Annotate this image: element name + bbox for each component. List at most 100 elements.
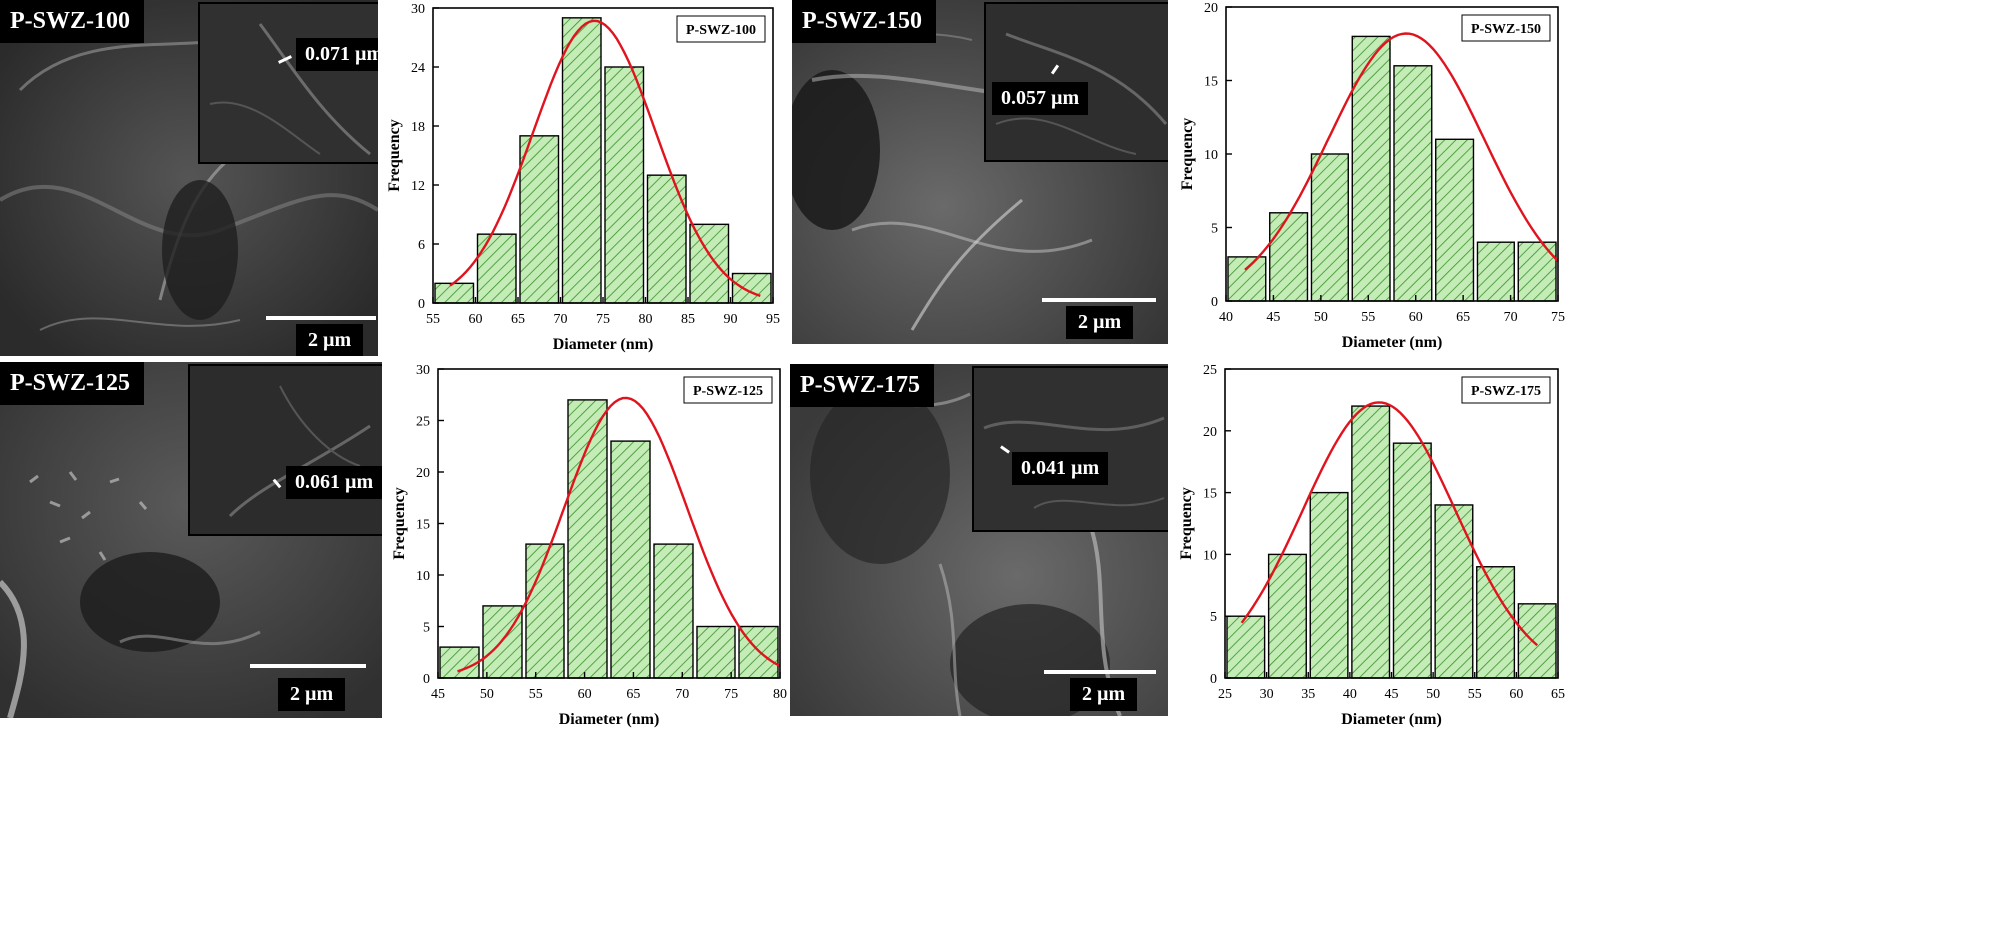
y-tick-label: 15 [1204, 75, 1218, 90]
y-axis-label: Frequency [1179, 118, 1196, 191]
x-tick-label: 55 [1468, 687, 1482, 702]
x-tick-label: 55 [529, 687, 543, 702]
scale-bar [250, 664, 366, 668]
x-tick-label: 45 [1266, 310, 1280, 325]
sem-image-p-swz-150: P-SWZ-150 0.057 µm 2 µm [792, 0, 1168, 344]
x-tick-label: 55 [1361, 310, 1375, 325]
x-tick-label: 60 [1509, 687, 1523, 702]
legend-box [1461, 376, 1551, 404]
y-tick-label: 5 [1211, 222, 1218, 237]
x-tick-label: 65 [511, 312, 525, 327]
sem-image-p-swz-100: P-SWZ-100 0.071 µm 2 µm [0, 0, 378, 356]
y-tick-label: 15 [416, 518, 430, 533]
y-tick-label: 12 [411, 179, 425, 194]
x-tick-label: 60 [469, 312, 483, 327]
zoom-inset [188, 364, 382, 536]
x-tick-label: 60 [578, 687, 592, 702]
chart-title: P-SWZ-125 [693, 384, 763, 399]
fiber-diameter-label: 0.041 µm [1012, 452, 1109, 485]
x-tick-label: 45 [431, 687, 445, 702]
x-tick-label: 35 [1301, 687, 1315, 702]
x-tick-label: 40 [1343, 687, 1357, 702]
scale-bar-label: 2 µm [1070, 678, 1138, 711]
legend-box [676, 15, 766, 43]
chart-title: P-SWZ-100 [686, 23, 756, 38]
x-tick-label: 25 [1218, 687, 1232, 702]
y-tick-label: 18 [411, 120, 425, 135]
sample-label: P-SWZ-100 [0, 0, 144, 43]
gaussian-fit-curve [457, 396, 781, 673]
y-tick-label: 0 [418, 297, 425, 312]
x-tick-label: 95 [766, 312, 780, 327]
histogram-bar [1476, 566, 1516, 679]
gaussian-fit-curve [449, 19, 761, 297]
legend-box [683, 376, 773, 404]
scale-bar-label: 2 µm [1066, 306, 1134, 339]
histogram-bar [1269, 212, 1309, 302]
x-tick-label: 60 [1409, 310, 1423, 325]
x-axis-label: Diameter (nm) [1341, 711, 1442, 728]
legend-box [1461, 14, 1551, 42]
y-tick-label: 20 [416, 466, 430, 481]
sample-label: P-SWZ-175 [790, 364, 934, 407]
x-tick-label: 75 [1551, 310, 1565, 325]
y-tick-label: 25 [1203, 363, 1217, 378]
y-tick-label: 10 [1204, 148, 1218, 163]
y-tick-label: 0 [1211, 295, 1218, 310]
y-tick-label: 24 [411, 61, 425, 76]
scale-bar [1044, 670, 1156, 674]
y-tick-label: 6 [418, 238, 425, 253]
y-tick-label: 0 [1210, 672, 1217, 687]
x-tick-label: 65 [1456, 310, 1470, 325]
histogram-bar [1351, 405, 1391, 679]
scale-bar-label: 2 µm [278, 678, 346, 711]
x-tick-label: 80 [639, 312, 653, 327]
x-axis-label: Diameter (nm) [1342, 334, 1443, 351]
sample-label: P-SWZ-150 [792, 0, 936, 43]
y-tick-label: 15 [1203, 487, 1217, 502]
x-tick-label: 65 [1551, 687, 1565, 702]
histogram-bar [653, 543, 694, 679]
y-tick-label: 30 [416, 363, 430, 378]
y-tick-label: 10 [416, 569, 430, 584]
y-tick-label: 5 [423, 621, 430, 636]
fiber-diameter-label: 0.061 µm [286, 466, 382, 499]
fiber-diameter-label: 0.071 µm [296, 38, 378, 71]
histogram-bar [525, 543, 565, 679]
x-tick-label: 50 [1314, 310, 1328, 325]
x-tick-label: 45 [1385, 687, 1399, 702]
y-tick-label: 25 [416, 415, 430, 430]
x-axis-label: Diameter (nm) [559, 711, 660, 728]
y-axis-label: Frequency [391, 487, 408, 560]
scale-bar [266, 316, 376, 320]
sem-image-p-swz-175: P-SWZ-175 0.041 µm 2 µm [790, 364, 1168, 716]
x-tick-label: 75 [724, 687, 738, 702]
y-axis-label: Frequency [1178, 487, 1195, 560]
histogram-bar [1310, 153, 1349, 302]
histogram-bar [1435, 138, 1475, 302]
x-tick-label: 70 [675, 687, 689, 702]
histogram-bar [1309, 491, 1349, 679]
gaussian-fit-curve [1244, 32, 1559, 271]
x-tick-label: 70 [1504, 310, 1518, 325]
sem-image-p-swz-125: P-SWZ-125 0.061 µm 2 µm [0, 362, 382, 718]
x-axis-label: Diameter (nm) [553, 336, 654, 353]
histogram-bar [561, 17, 602, 304]
histogram-bar [1267, 553, 1307, 679]
histogram-bar [1226, 615, 1266, 679]
chart-title: P-SWZ-150 [1471, 22, 1541, 37]
y-tick-label: 0 [423, 672, 430, 687]
x-tick-label: 70 [554, 312, 568, 327]
x-tick-label: 50 [1426, 687, 1440, 702]
x-tick-label: 55 [426, 312, 440, 327]
sample-label: P-SWZ-125 [0, 362, 144, 405]
histogram-bar [1227, 256, 1267, 302]
scale-bar-label: 2 µm [296, 324, 364, 356]
histogram-bar [610, 440, 651, 679]
y-tick-label: 5 [1210, 610, 1217, 625]
y-tick-label: 30 [411, 2, 425, 17]
